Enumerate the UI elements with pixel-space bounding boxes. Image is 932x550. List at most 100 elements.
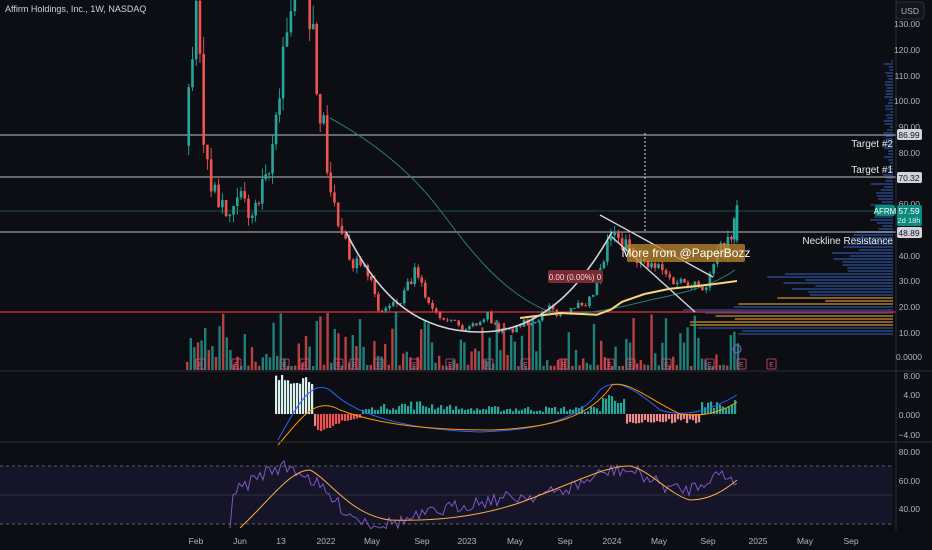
candle-body [409,281,413,285]
volume-bar [643,364,646,370]
profile-bar [885,93,893,95]
macd-histogram-bar [608,395,611,414]
earnings-marker [704,358,715,370]
volume-bar [366,365,369,370]
profile-bar [883,144,893,146]
candle-body [712,263,715,274]
profile-bar [885,180,893,182]
volume-bar [693,315,696,370]
macd-histogram-bar [611,396,614,414]
macd-histogram-bar [584,411,587,414]
profile-bar [742,330,893,332]
earnings-marker [661,358,672,370]
profile-bar [884,96,893,98]
watermark-box[interactable] [627,244,745,262]
macd-histogram-bar [485,409,488,414]
macd-histogram-bar [542,411,545,414]
macd-histogram-bar [290,383,293,414]
macd-histogram-bar [719,404,722,414]
profile-bar [890,126,893,128]
profile-bar [888,66,893,68]
price-tick-label: 40.00 [899,251,921,261]
macd-histogram-bar [545,406,548,414]
volume-bar [477,351,480,370]
currency-button[interactable] [895,1,925,20]
volume-bar [434,362,437,370]
profile-bar [783,282,893,284]
candle-body [221,200,224,208]
last-price-badge [897,205,922,226]
macd-histogram-bar [662,414,665,423]
macd-histogram-bar [302,378,305,414]
volume-bar [517,365,520,370]
price-tick-label: 110.00 [895,71,921,81]
measure-label-box [548,270,603,283]
macd-tick-label: 4.00 [903,390,920,400]
price-tick-label: 100.00 [894,96,920,106]
macd-histogram-bar [461,408,464,414]
volume-bar [560,359,563,370]
volume-bar [351,335,354,370]
candle-body [735,209,739,241]
volume-bar [726,365,729,370]
macd-histogram-bar [440,404,443,414]
candle-body [730,236,733,240]
earnings-marker [483,358,494,370]
volume-bar [592,323,596,370]
profile-bar [885,90,893,92]
macd-histogram-bar [644,414,647,420]
earnings-marker [333,358,344,370]
time-tick-label: Feb [189,536,204,546]
macd-histogram-bar [407,405,410,414]
candle-body [380,310,384,312]
volume-bar [618,365,621,370]
candle-body [308,0,311,30]
macd-histogram-bar [350,414,353,420]
macd-histogram-bar [299,383,302,414]
candle-body [267,173,271,175]
macd-histogram-bar [560,408,563,414]
candle-body [377,293,380,311]
macd-histogram-bar [671,414,674,424]
candle-body [224,200,228,217]
price-tick-label: 90.00 [899,122,921,132]
volume-bar [304,335,308,370]
macd-histogram-bar [464,409,467,414]
candle-body [497,323,501,333]
candle-body [431,302,434,309]
macd-histogram-bar [434,409,437,414]
volume-bar [459,339,462,370]
macd-histogram-bar [416,401,419,414]
volume-bar [380,356,383,370]
volume-bar [229,349,232,370]
volume-bar [412,365,416,370]
profile-bar [738,333,893,335]
profile-bar [889,69,893,71]
candle-body [559,313,562,316]
macd-histogram-bar [521,409,524,414]
candle-body [318,94,322,124]
volume-bar [189,338,192,370]
candle-body [271,144,274,174]
macd-tick-label: 8.00 [903,371,920,381]
candle-body [668,274,672,278]
volume-bar [247,365,250,370]
volume-bar [438,355,441,370]
profile-bar [882,225,893,227]
macd-histogram-bar [404,404,407,414]
volume-bar [405,351,408,370]
macd-histogram-bar [431,404,434,414]
volume-bar [556,359,560,370]
macd-histogram-bar [347,414,350,421]
candle-body [602,261,606,269]
macd-histogram-bar [377,409,380,414]
candle-body [573,308,576,310]
macd-histogram-bar [728,406,731,414]
bar-countdown-text: 2d 18h [898,216,921,225]
macd-histogram-bar [476,408,479,414]
profile-bar [887,168,893,170]
symbol-badge-text: AFRM [874,207,897,216]
volume-bar [549,365,552,370]
macd-tick-label: −4.00 [898,430,920,440]
